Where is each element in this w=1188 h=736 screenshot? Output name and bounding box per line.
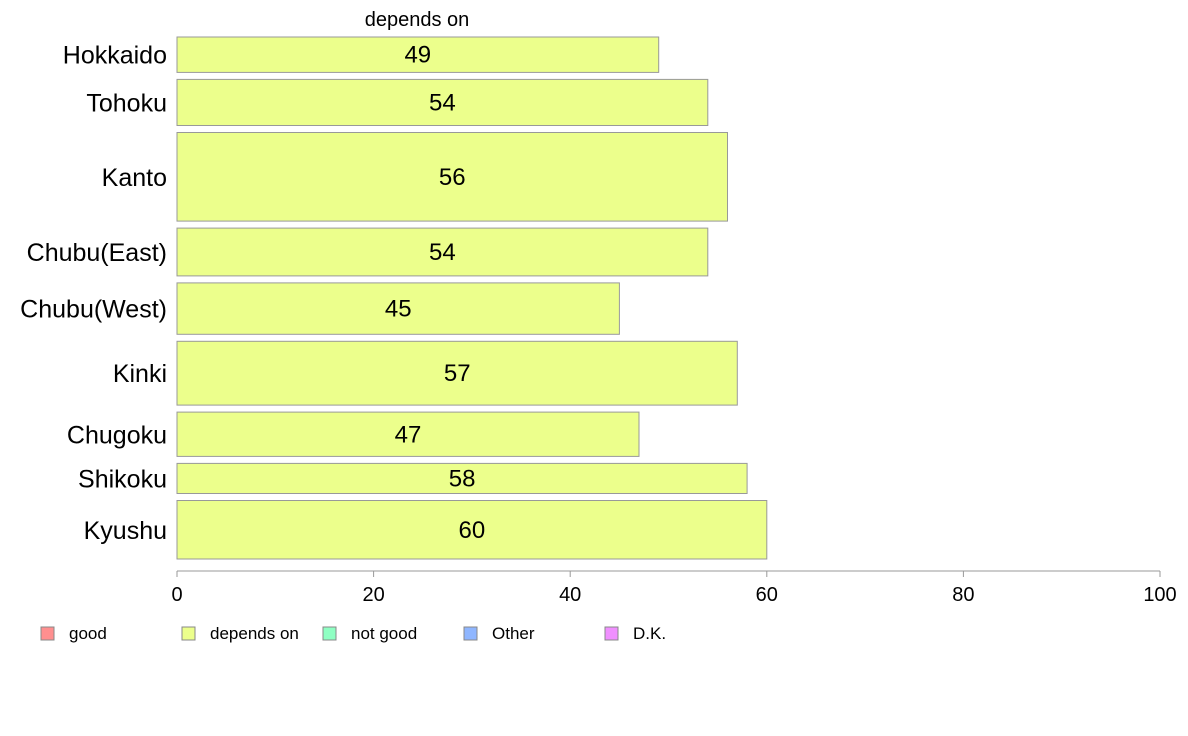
bar-hokkaido <box>176 36 660 73</box>
category-label: Chubu(East) <box>27 239 167 267</box>
chart-title: depends on <box>365 9 470 31</box>
category-label: Kanto <box>102 164 167 192</box>
x-tick-label: 40 <box>559 584 581 606</box>
x-tick-label: 100 <box>1143 584 1176 606</box>
x-tick-label: 0 <box>171 584 182 606</box>
data-label: 56 <box>439 164 466 191</box>
bar-kanto <box>176 132 728 222</box>
category-label: Shikoku <box>78 466 167 494</box>
legend-label: depends on <box>210 624 299 643</box>
category-label: Hokkaido <box>63 42 167 70</box>
x-tick-label: 80 <box>952 584 974 606</box>
data-label: 54 <box>429 239 456 266</box>
bar-chubu-east <box>176 227 709 277</box>
legend-swatch <box>181 626 196 641</box>
data-label: 57 <box>444 360 471 387</box>
data-label: 58 <box>449 466 476 493</box>
bars-group <box>176 36 768 560</box>
legend-label: not good <box>351 624 417 643</box>
x-tick-label: 20 <box>362 584 384 606</box>
data-label: 60 <box>459 517 486 544</box>
category-label: Tohoku <box>86 90 167 118</box>
data-label: 47 <box>395 421 422 448</box>
data-label: 49 <box>404 42 431 69</box>
legend-swatch <box>463 626 478 641</box>
legend-swatch <box>322 626 337 641</box>
legend-swatch <box>40 626 55 641</box>
data-label: 54 <box>429 90 456 117</box>
value-labels: 49 54 56 54 45 57 47 58 60 <box>385 42 485 544</box>
bar-shikoku <box>176 462 748 494</box>
category-label: Chubu(West) <box>20 296 167 324</box>
x-tick-label: 60 <box>756 584 778 606</box>
legend-label: Other <box>492 624 535 643</box>
bar-kinki <box>176 340 738 406</box>
legend-swatch <box>604 626 619 641</box>
bar-tohoku <box>176 78 709 126</box>
bar-chubu-west <box>176 282 620 335</box>
x-axis: 0 20 40 60 80 100 <box>171 570 1177 606</box>
category-label: Chugoku <box>67 421 167 449</box>
legend: good depends on not good Other D.K. <box>40 624 666 643</box>
data-label: 45 <box>385 296 412 323</box>
bar-kyushu <box>176 500 768 560</box>
legend-label: D.K. <box>633 624 666 643</box>
bar-chugoku <box>176 411 640 457</box>
legend-label: good <box>69 624 107 643</box>
category-label: Kyushu <box>84 517 167 545</box>
category-label: Kinki <box>113 360 167 388</box>
category-labels: Hokkaido Tohoku Kanto Chubu(East) Chubu(West… <box>20 42 167 545</box>
